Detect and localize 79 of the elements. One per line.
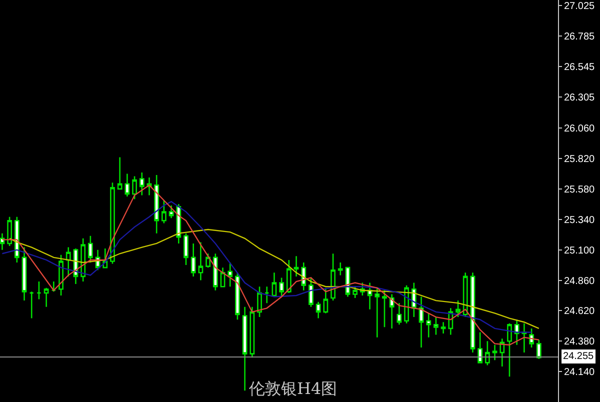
candlestick — [418, 296, 424, 348]
candlestick — [492, 344, 498, 361]
candlestick — [176, 204, 182, 244]
candlestick — [220, 266, 226, 288]
candlestick — [212, 252, 218, 292]
candlestick — [536, 339, 542, 360]
y-tick-label: 26.060 — [564, 124, 596, 135]
candlestick — [161, 200, 166, 224]
candlestick — [88, 235, 93, 264]
candlestick — [294, 256, 299, 278]
line-series — [8, 228, 540, 330]
candlestick — [279, 277, 284, 298]
candlestick — [44, 287, 49, 308]
candlestick — [58, 254, 64, 296]
y-tick-label: 27.025 — [564, 1, 596, 12]
candlestick — [374, 287, 380, 338]
candlestick — [235, 272, 240, 320]
candlestick — [198, 242, 204, 281]
candlestick — [257, 286, 262, 318]
y-tick-label: 26.785 — [564, 32, 596, 43]
y-tick-label: 25.340 — [564, 214, 596, 226]
candlestick — [36, 280, 42, 300]
y-tick-label: 24.140 — [564, 367, 596, 378]
y-tick-label: 24.380 — [564, 336, 596, 348]
candlestick — [308, 277, 314, 308]
y-tick-label: 25.580 — [564, 184, 596, 196]
candlestick — [110, 182, 115, 264]
candlestick — [338, 262, 343, 276]
candlestick — [426, 312, 432, 338]
candlestick — [139, 172, 144, 196]
candlestick — [154, 174, 160, 234]
ref-line-label: 24.255 — [563, 351, 594, 362]
candlestick — [514, 318, 520, 346]
candlestick — [242, 306, 248, 392]
candlestick — [66, 246, 71, 278]
line-series — [2, 184, 540, 346]
candlestick — [507, 322, 512, 378]
candlestick — [168, 204, 174, 219]
line-series — [2, 201, 532, 333]
candlestick — [323, 287, 328, 314]
y-tick-label: 26.545 — [564, 62, 596, 74]
text: 伦敦银H4图 — [249, 379, 338, 398]
candlestick — [389, 294, 394, 330]
candlestick — [478, 332, 483, 364]
candlestick — [456, 300, 460, 318]
y-tick-label: 25.100 — [564, 245, 596, 256]
candlestick — [124, 173, 130, 198]
y-tick-label: 24.620 — [564, 306, 596, 318]
candlestick — [228, 262, 233, 288]
candlestick — [484, 340, 490, 366]
candlestick — [184, 232, 188, 266]
candlestick — [286, 259, 292, 294]
candlestick — [132, 176, 137, 200]
candlestick — [272, 272, 277, 298]
y-tick-label: 24.860 — [564, 276, 596, 287]
candlestick — [462, 272, 468, 318]
y-tick-label: 25.820 — [564, 154, 596, 166]
candlestick — [382, 290, 387, 328]
candlestick — [522, 322, 527, 354]
candlestick — [0, 232, 5, 250]
candlestick — [396, 302, 402, 326]
candlestick — [440, 321, 446, 334]
candlestick — [250, 306, 255, 358]
candlestick — [264, 286, 270, 304]
candlestick — [190, 242, 196, 278]
candlestick — [22, 246, 27, 302]
candlestick — [330, 252, 336, 302]
y-tick-label: 26.305 — [564, 92, 596, 104]
candlestick — [404, 284, 409, 324]
candlestick — [51, 280, 56, 292]
candlestick — [117, 156, 122, 190]
candlestick — [367, 282, 372, 310]
candlestick — [316, 301, 321, 319]
candlestick — [434, 316, 438, 336]
candlestick — [529, 328, 534, 348]
candlestick — [352, 286, 358, 299]
candlestick — [29, 291, 34, 319]
candlestick — [7, 216, 12, 247]
candlestick — [500, 338, 505, 368]
